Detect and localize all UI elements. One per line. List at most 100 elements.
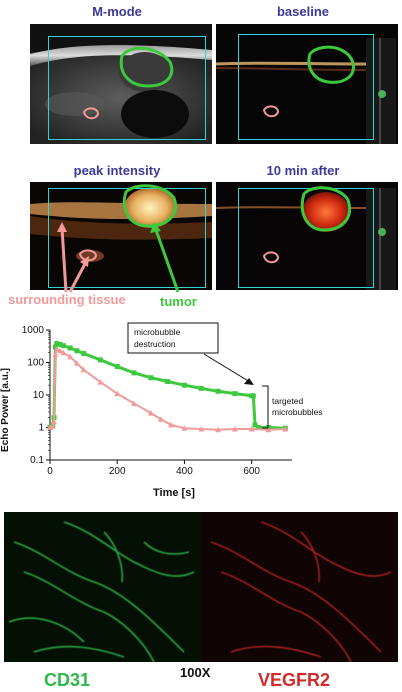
data-point	[215, 388, 221, 394]
targeted-text-1: targeted	[272, 396, 303, 406]
data-point	[57, 341, 63, 347]
destruction-arrow	[203, 353, 251, 383]
targeted-bracket	[262, 385, 269, 429]
mmode-panel	[30, 24, 212, 144]
data-point	[181, 425, 188, 431]
data-point	[250, 393, 256, 399]
roi-contours	[78, 184, 177, 262]
data-point	[198, 385, 204, 391]
data-point	[248, 425, 255, 432]
data-point	[57, 347, 64, 354]
tumor-contour	[300, 186, 351, 232]
destruction-text-1: microbubble	[134, 327, 181, 337]
x-axis-label: Time [s]	[153, 487, 195, 499]
data-point	[165, 379, 171, 385]
roi-box	[48, 188, 206, 288]
targeted-text-2: microbubbles	[272, 407, 323, 417]
destruction-arrowhead	[244, 378, 254, 385]
after-panel	[216, 182, 398, 290]
tumor-arrow	[154, 229, 180, 293]
microscopy-labels: CD31 100X VEGFR2	[0, 664, 402, 692]
peak-image	[30, 182, 212, 290]
microscopy-image	[4, 512, 398, 663]
panel-title-mmode: M-mode	[92, 4, 142, 19]
data-point	[215, 426, 222, 433]
data-point	[157, 416, 164, 422]
data-point	[252, 422, 258, 428]
echo-power-chart: Echo Power [a.u.] Time [s] 0.1 1 10 100 1000…	[0, 322, 323, 499]
data-point	[54, 341, 60, 347]
data-point	[52, 351, 59, 357]
data-point	[168, 421, 174, 428]
data-point	[52, 344, 58, 350]
data-point	[114, 364, 120, 370]
chart-ticks: 0.1 1 10 100 1000 0 200 400 600	[22, 325, 261, 477]
data-point	[60, 343, 66, 349]
roi-contours	[82, 46, 174, 120]
y-tick-label: 1	[38, 423, 44, 434]
x-tick-label: 200	[109, 466, 126, 477]
x-tick-label: 400	[176, 466, 193, 477]
tissue-arrow-1	[60, 227, 68, 293]
magnification-label: 100X	[172, 664, 219, 681]
panel-title-after: 10 min after	[266, 163, 340, 178]
series-line-1	[49, 347, 286, 431]
roi-contours	[262, 186, 351, 264]
data-point	[181, 382, 187, 388]
after-image	[216, 182, 398, 290]
tumor-label: tumor	[160, 294, 197, 309]
tissue-contour	[82, 107, 100, 120]
data-point	[74, 348, 80, 354]
data-point	[131, 400, 138, 406]
x-tick-label: 0	[47, 466, 53, 477]
data-point	[147, 409, 154, 416]
data-point	[131, 370, 137, 376]
cd31-vessels	[8, 521, 195, 663]
data-point	[97, 379, 104, 385]
series-line-0	[48, 341, 286, 430]
x-tick-label: 600	[243, 466, 260, 477]
data-point	[114, 390, 121, 397]
data-point	[49, 423, 56, 429]
destruction-text-2: destruction	[134, 339, 176, 349]
panel-title-baseline: baseline	[276, 4, 330, 19]
tumor-contour	[122, 184, 177, 228]
tissue-arrow-2	[68, 261, 88, 293]
destruction-callout-box	[127, 322, 219, 354]
tumor-arrowhead	[150, 222, 161, 233]
data-point	[255, 425, 261, 430]
y-tick-label: 10	[33, 390, 45, 401]
tissue-contour	[262, 251, 280, 264]
roi-box	[238, 188, 374, 288]
data-point	[198, 425, 205, 432]
roi-box	[48, 36, 206, 140]
data-point	[231, 425, 238, 432]
y-tick-label: 1000	[22, 325, 45, 336]
tissue-contour	[78, 249, 98, 262]
baseline-panel	[216, 24, 398, 144]
data-point	[148, 375, 154, 381]
data-point	[265, 426, 272, 433]
roi-contours	[262, 45, 355, 118]
peak-panel	[30, 182, 212, 290]
microscopy-panel	[4, 512, 398, 663]
tumor-contour	[307, 45, 355, 84]
data-point	[73, 360, 80, 366]
tissue-arrowhead-1	[57, 222, 67, 232]
data-point	[282, 425, 289, 432]
data-point	[232, 391, 238, 397]
vegfr2-label: VEGFR2	[258, 670, 331, 690]
data-point	[60, 349, 67, 356]
panel-title-peak: peak intensity	[73, 163, 161, 178]
baseline-image	[216, 24, 398, 144]
tissue-contour	[262, 105, 280, 118]
data-point	[67, 353, 74, 360]
surrounding-tissue-label: surrounding tissue	[8, 292, 126, 307]
y-tick-label: 0.1	[30, 455, 44, 466]
y-axis-label: Echo Power [a.u.]	[0, 368, 11, 452]
data-point	[51, 418, 58, 425]
data-point	[81, 350, 87, 356]
vegfr2-vessels	[210, 521, 392, 663]
tissue-arrowhead-2	[80, 256, 89, 267]
chart-marks	[47, 341, 289, 433]
